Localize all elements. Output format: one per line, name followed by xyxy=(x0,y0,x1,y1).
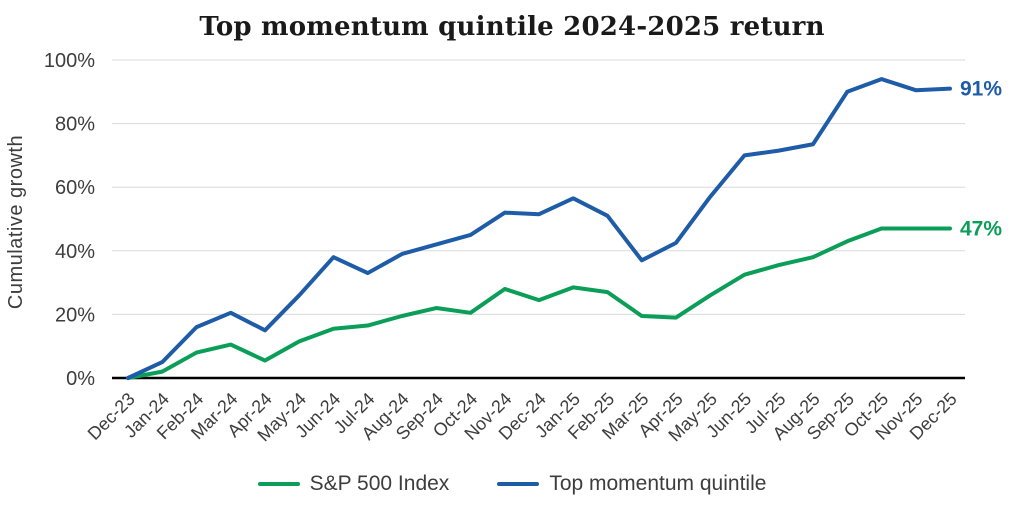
y-tick-label: 40% xyxy=(55,241,95,263)
chart-title: Top momentum quintile 2024-2025 return xyxy=(199,12,825,42)
y-tick-label: 60% xyxy=(55,177,95,199)
legend-line-swatch xyxy=(497,482,540,486)
series-end-label: 91% xyxy=(960,78,1002,101)
legend-label: Top momentum quintile xyxy=(549,472,767,495)
series-end-label: 47% xyxy=(960,218,1002,241)
y-tick-label: 20% xyxy=(55,304,95,326)
legend-item: Top momentum quintile xyxy=(497,472,766,496)
series-line xyxy=(126,226,952,380)
y-tick-label: 100% xyxy=(44,50,95,72)
legend-label: S&P 500 Index xyxy=(309,472,450,495)
y-tick-label: 0% xyxy=(66,368,95,390)
y-tick-label: 80% xyxy=(55,114,95,136)
legend-item: S&P 500 Index xyxy=(257,472,450,496)
legend-line-swatch xyxy=(257,482,300,486)
chart-legend: S&P 500 Index Top momentum quintile xyxy=(0,472,1024,496)
series-line xyxy=(126,77,952,380)
